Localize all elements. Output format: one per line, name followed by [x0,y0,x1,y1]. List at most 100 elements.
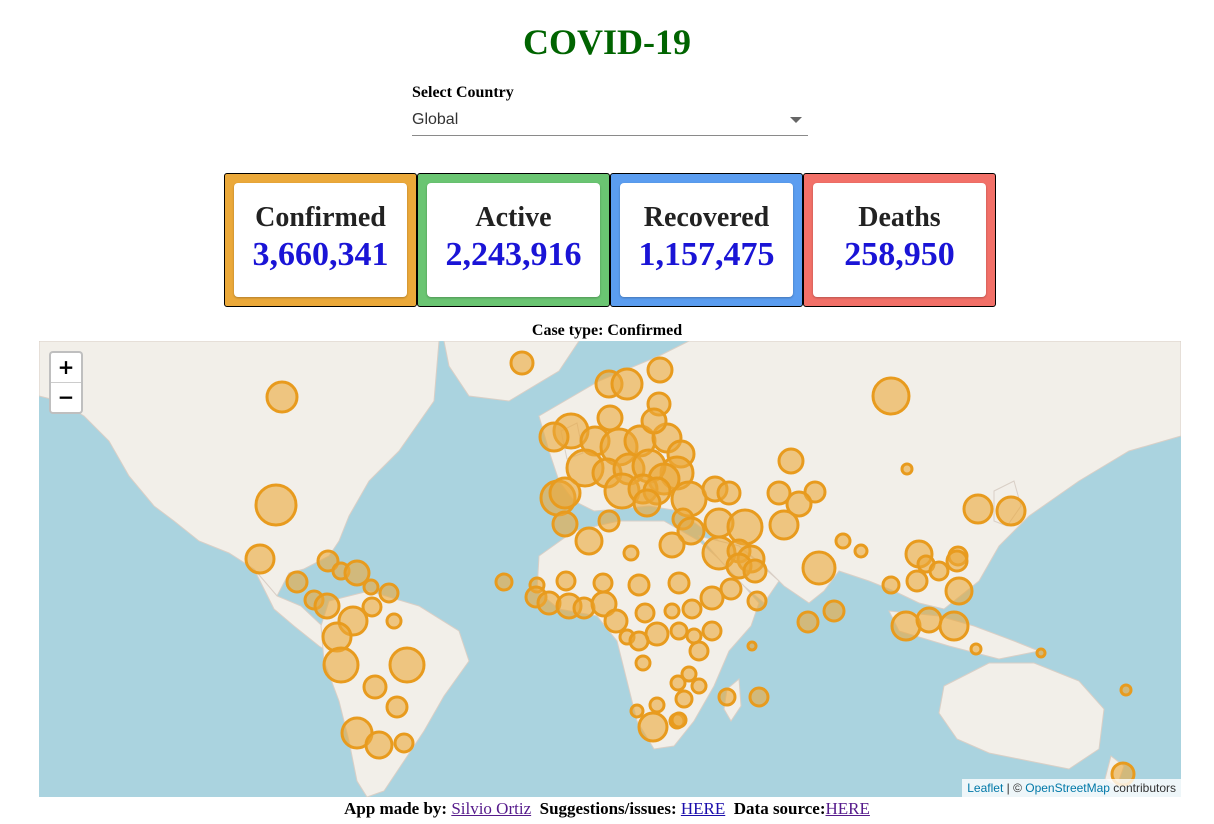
marker-south-sudan[interactable] [663,602,681,620]
marker-canada[interactable] [265,380,299,414]
marker-brunei[interactable] [938,610,970,642]
marker-japan[interactable] [945,549,969,573]
marker-denmark[interactable] [596,404,624,432]
marker-lithuania[interactable] [640,407,668,435]
marker-argentina[interactable] [364,730,394,760]
marker-burundi[interactable] [685,627,703,645]
marker-nepal[interactable] [834,532,852,550]
openstreetmap-link[interactable]: OpenStreetMap [1025,781,1110,795]
marker-indonesia[interactable] [915,606,943,634]
marker-kenya[interactable] [701,620,723,642]
marker-guyana[interactable] [385,612,403,630]
marker-armenia[interactable] [716,480,742,506]
marker-mali[interactable] [555,570,577,592]
card-recovered[interactable]: Recovered 1,157,475 [610,173,803,307]
marker-israel[interactable] [676,516,706,546]
card-confirmed[interactable]: Confirmed 3,660,341 [224,173,417,307]
marker-peru[interactable] [322,646,360,684]
marker-somalia[interactable] [719,577,743,601]
marker-uganda[interactable] [681,598,703,620]
marker-china[interactable] [962,493,994,525]
marker-fiji[interactable] [1119,683,1133,697]
card-deaths[interactable]: Deaths 258,950 [803,173,996,307]
marker-pakistan[interactable] [768,509,800,541]
marker-caribbean-4[interactable] [378,582,400,604]
marker-ethiopia[interactable] [699,585,725,611]
zoom-in-button[interactable]: + [51,353,81,383]
marker-mauritius[interactable] [748,686,770,708]
leaflet-link[interactable]: Leaflet [967,781,1004,795]
marker-mexico[interactable] [244,543,276,575]
marker-russia[interactable] [871,376,911,416]
marker-cameroon[interactable] [603,608,629,634]
marker-kazakhstan[interactable] [777,447,805,475]
marker-egypt[interactable] [658,531,686,559]
marker-afghanistan[interactable] [785,490,813,518]
marker-bangladesh[interactable] [853,543,869,559]
marker-seychelles[interactable] [746,640,758,652]
marker-chad[interactable] [627,573,651,597]
marker-morocco[interactable] [551,510,579,538]
marker-sri-lanka[interactable] [796,610,820,634]
marker-djibouti[interactable] [746,590,768,612]
marker-lesotho[interactable] [670,711,688,729]
marker-rwanda[interactable] [669,621,689,641]
marker-angola[interactable] [634,654,652,672]
marker-tanzania[interactable] [688,640,710,662]
country-select[interactable]: Global [412,109,808,136]
marker-india[interactable] [801,550,837,586]
marker-senegal[interactable] [494,572,514,592]
marker-libya[interactable] [622,544,640,562]
marker-malawi[interactable] [680,665,698,683]
marker-uzbekistan[interactable] [766,480,792,506]
marker-south-korea[interactable] [995,495,1027,527]
marker-malaysia[interactable] [905,569,929,593]
marker-iceland[interactable] [509,350,535,376]
marker-iran[interactable] [726,508,764,546]
marker-central-african-republic[interactable] [634,602,656,624]
marker-tunisia[interactable] [597,509,621,533]
marker-caribbean-2[interactable] [343,559,371,587]
marker-algeria[interactable] [574,526,604,556]
marker-usa[interactable] [254,483,298,527]
marker-philippines[interactable] [944,576,974,606]
marker-ecuador[interactable] [321,621,353,653]
marker-brazil[interactable] [388,646,426,684]
marker-oman[interactable] [742,558,768,584]
marker-greece[interactable] [632,488,662,518]
marker-congo[interactable] [628,630,650,652]
marker-ireland[interactable] [538,421,570,453]
marker-uruguay[interactable] [393,732,415,754]
marker-botswana[interactable] [648,696,666,714]
marker-panama[interactable] [313,592,341,620]
marker-guatemala[interactable] [285,570,309,594]
suggestions-link[interactable]: HERE [680,799,726,818]
marker-venezuela[interactable] [361,596,383,618]
marker-south-africa[interactable] [637,711,669,743]
marker-timor[interactable] [969,642,983,656]
world-map[interactable]: + − Leaflet | © OpenStreetMap contributo… [39,341,1181,797]
marker-niger[interactable] [592,572,614,594]
marker-maldives[interactable] [822,599,846,623]
marker-singapore[interactable] [890,610,922,642]
card-active[interactable]: Active 2,243,916 [417,173,610,307]
author-link[interactable]: Silvio Ortiz [451,799,532,818]
marker-paraguay[interactable] [385,695,409,719]
marker-cambodia[interactable] [928,560,950,582]
data-source-link[interactable]: HERE [825,799,870,818]
marker-mozambique[interactable] [690,677,708,695]
marker-thailand[interactable] [881,575,901,595]
marker-sudan[interactable] [667,571,691,595]
marker-namibia[interactable] [629,703,645,719]
marker-sweden[interactable] [610,367,644,401]
marker-bolivia[interactable] [362,674,388,700]
marker-finland[interactable] [646,356,674,384]
zoom-out-button[interactable]: − [57,385,75,409]
marker-papua-new-guinea[interactable] [1035,647,1047,659]
marker-zambia[interactable] [669,674,687,692]
marker-mongolia[interactable] [900,462,914,476]
marker-caribbean-3[interactable] [362,578,380,596]
marker-zimbabwe[interactable] [674,689,694,709]
marker-madagascar[interactable] [717,687,737,707]
marker-portugal[interactable] [548,476,582,510]
